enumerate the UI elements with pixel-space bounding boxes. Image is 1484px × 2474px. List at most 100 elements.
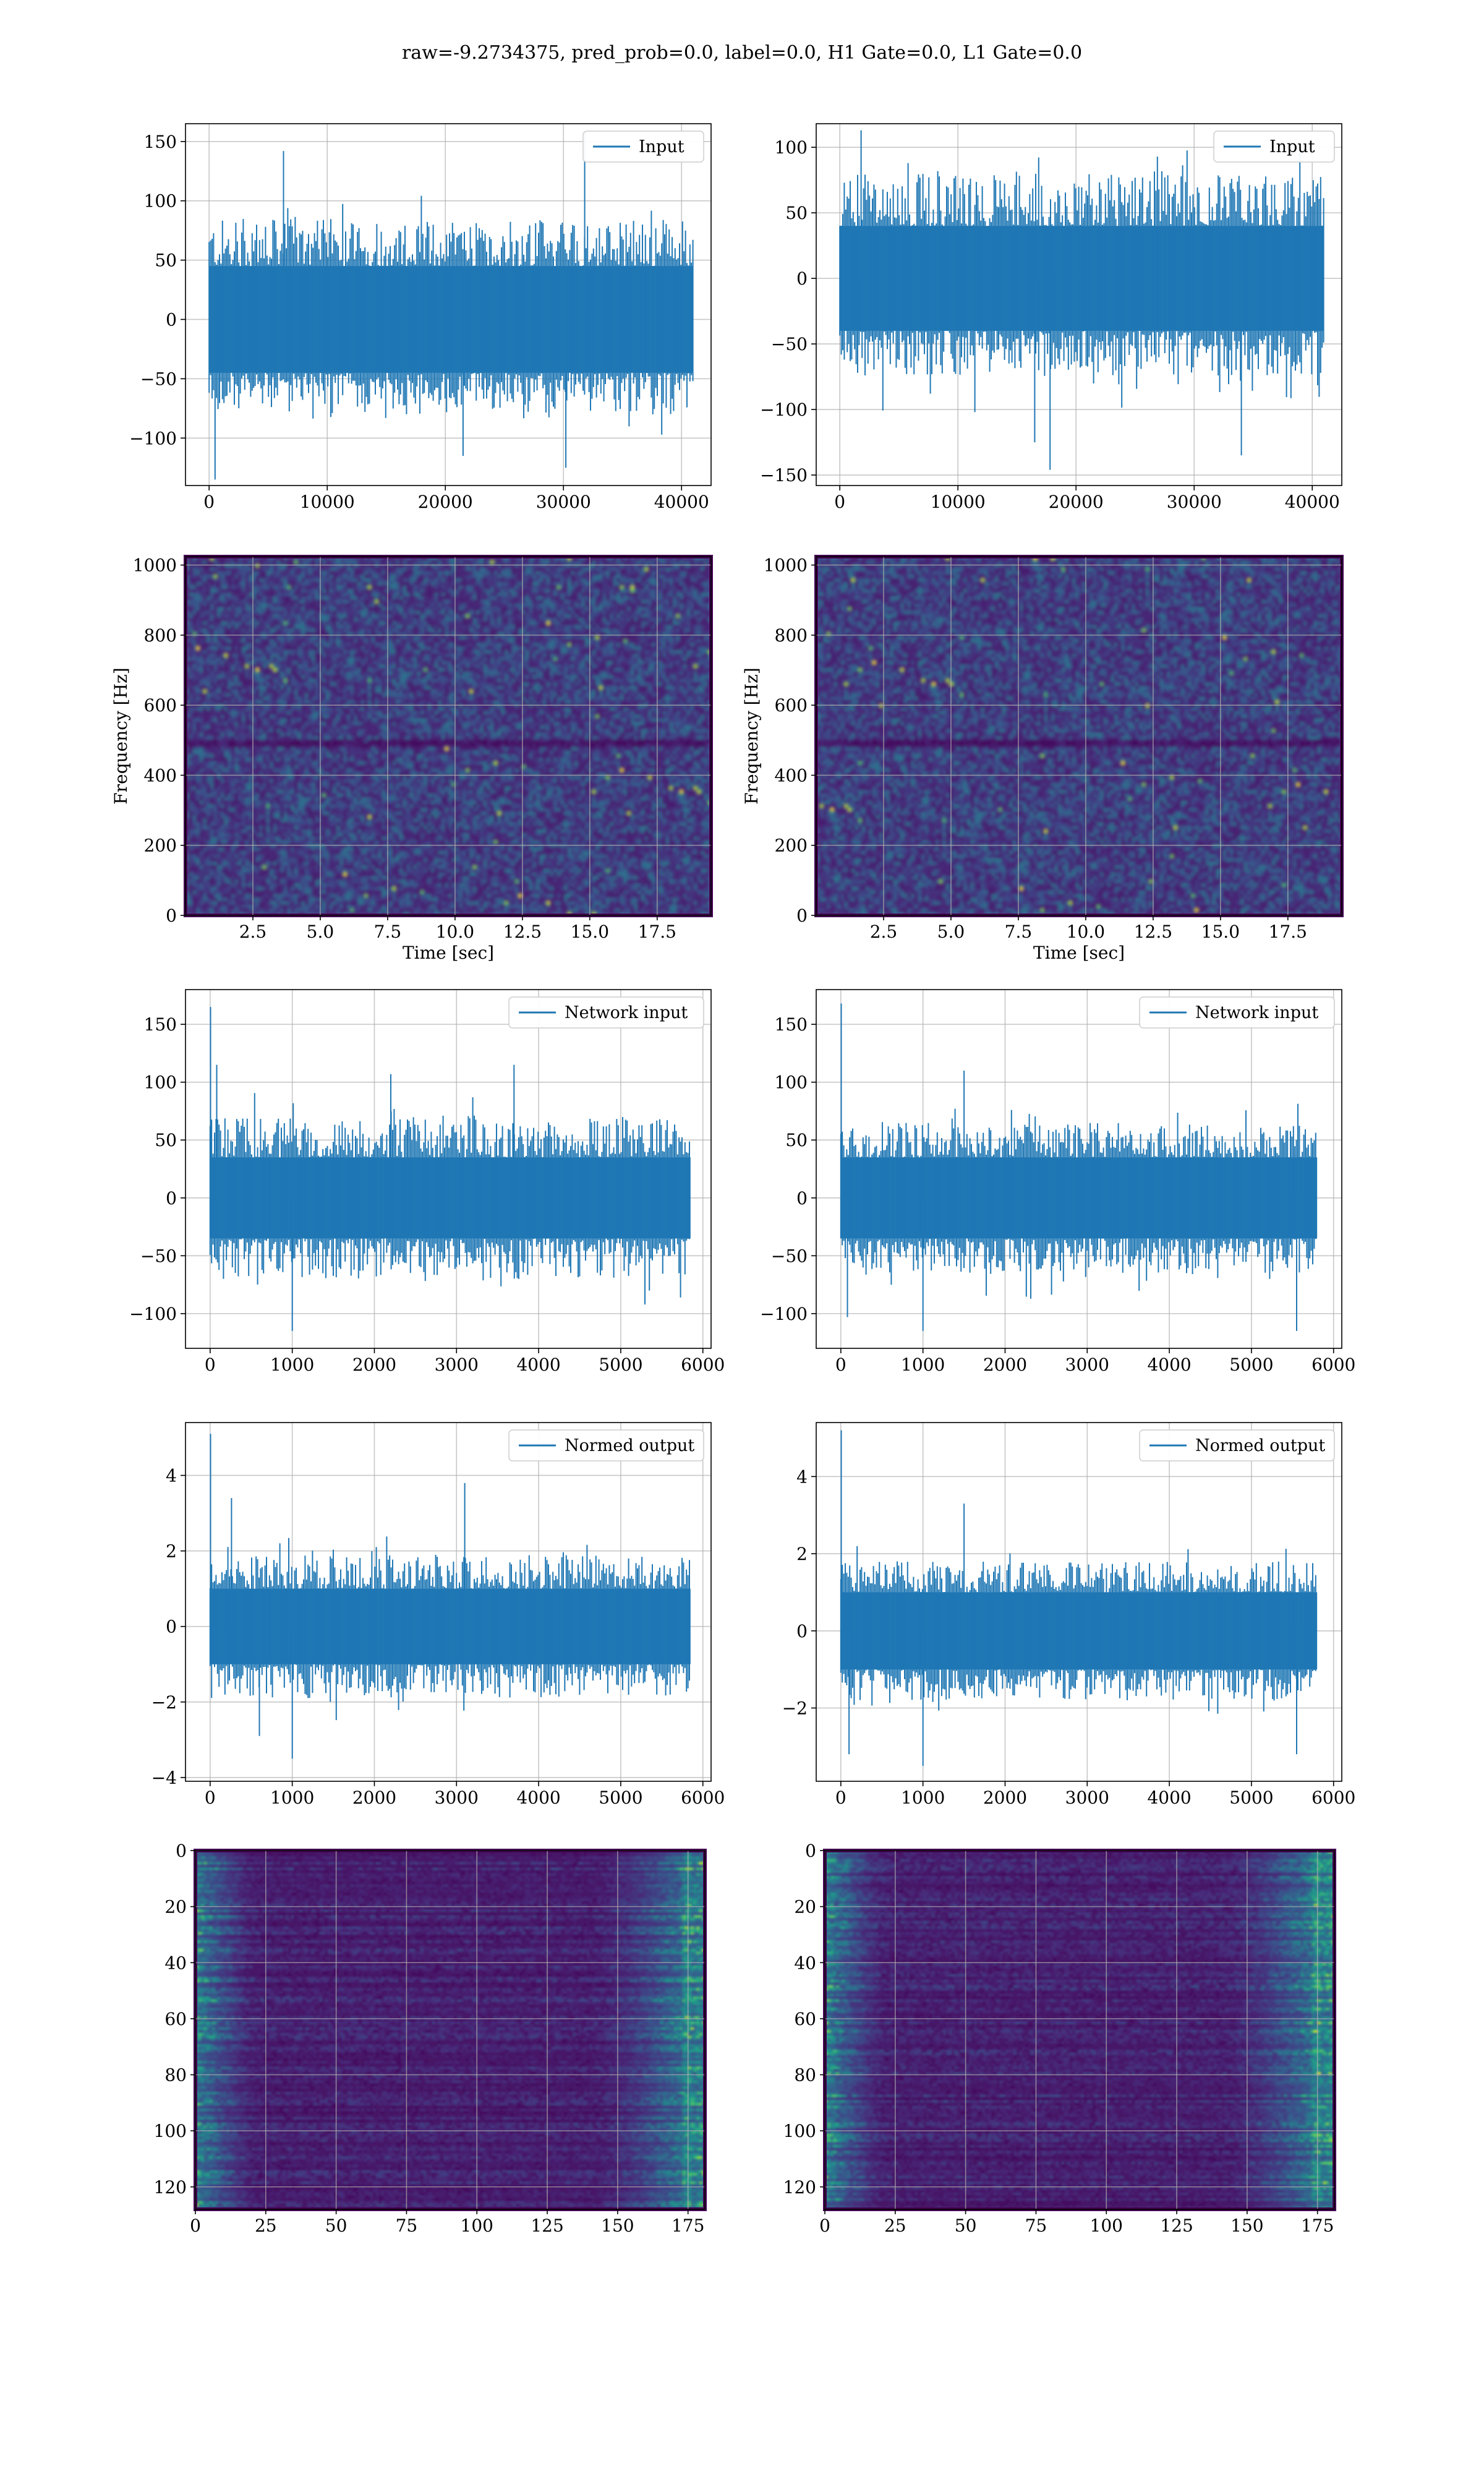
chart-row1-left: 0 10000 20000 30000 40000 −100 −50 0 50 100 150 Inp… bbox=[129, 123, 712, 512]
y-tick-label: 100 bbox=[144, 191, 177, 212]
chart-row5-right: 0 25 50 75 100 125 150 175 0 20 40 60 80 100 120 bbox=[783, 1841, 1336, 2236]
x-tick-label: 150 bbox=[1230, 2215, 1263, 2236]
x-tick-label: 4000 bbox=[1147, 1355, 1191, 1375]
x-tick-label: 6000 bbox=[681, 1355, 725, 1375]
x-tick-label: 3000 bbox=[435, 1355, 479, 1375]
y-tick-label: 2 bbox=[166, 1541, 177, 1562]
y-tick-label: −50 bbox=[140, 1246, 177, 1266]
y-tick-label: −100 bbox=[129, 428, 177, 448]
y-tick-label: −50 bbox=[140, 369, 177, 389]
x-tick-label: 10000 bbox=[300, 492, 355, 512]
y-axis-label: Frequency [Hz] bbox=[741, 667, 762, 804]
series-line bbox=[208, 132, 694, 480]
heatmap-image bbox=[816, 557, 1342, 915]
x-tick-label: 0 bbox=[835, 1355, 846, 1375]
x-tick-label: 20000 bbox=[418, 492, 473, 512]
y-tick-label: 400 bbox=[775, 765, 808, 785]
x-tick-label: 5000 bbox=[599, 1787, 642, 1808]
y-tick-label: 150 bbox=[775, 1014, 808, 1035]
x-tick-label: 3000 bbox=[435, 1787, 479, 1808]
x-tick-label: 175 bbox=[1301, 2215, 1334, 2236]
x-tick-label: 7.5 bbox=[374, 922, 402, 942]
x-tick-label: 75 bbox=[1025, 2215, 1047, 2236]
x-tick-label: 4000 bbox=[1147, 1787, 1191, 1808]
y-tick-label: 400 bbox=[144, 765, 177, 785]
axes-frame bbox=[816, 123, 1342, 486]
y-tick-label: −100 bbox=[129, 1304, 177, 1324]
y-tick-label: 120 bbox=[154, 2177, 187, 2198]
y-tick-label: −50 bbox=[771, 1246, 808, 1266]
y-tick-label: 50 bbox=[155, 250, 177, 271]
y-tick-label: 100 bbox=[144, 1072, 177, 1093]
x-tick-label: 1000 bbox=[901, 1787, 945, 1808]
y-tick-label: 40 bbox=[794, 1953, 816, 1973]
legend-label: Input bbox=[1269, 137, 1315, 156]
y-tick-label: 0 bbox=[166, 1188, 177, 1209]
x-tick-label: 25 bbox=[884, 2215, 906, 2236]
x-tick-label: 5000 bbox=[1229, 1787, 1273, 1808]
x-tick-label: 20000 bbox=[1049, 492, 1104, 512]
y-tick-label: 200 bbox=[144, 836, 177, 856]
x-tick-label: 17.5 bbox=[1269, 922, 1307, 942]
x-tick-label: 2000 bbox=[983, 1787, 1027, 1808]
y-tick-label: 4 bbox=[796, 1466, 808, 1487]
x-tick-label: 40000 bbox=[654, 492, 709, 512]
x-tick-label: 2.5 bbox=[870, 922, 898, 942]
x-axis-label: Time [sec] bbox=[1033, 943, 1125, 963]
y-tick-label: 0 bbox=[176, 1841, 187, 1861]
y-tick-label: 1000 bbox=[133, 555, 177, 576]
legend-label: Normed output bbox=[1195, 1436, 1325, 1455]
x-tick-label: 5000 bbox=[1229, 1355, 1273, 1375]
axes-frame bbox=[816, 1422, 1342, 1782]
y-tick-label: 800 bbox=[144, 625, 177, 646]
legend-box bbox=[508, 996, 704, 1029]
y-tick-label: 150 bbox=[144, 132, 177, 152]
legend-box bbox=[508, 1429, 704, 1462]
axes-frame bbox=[824, 1850, 1335, 2210]
y-tick-label: −4 bbox=[151, 1768, 177, 1788]
legend: Input bbox=[582, 131, 704, 163]
y-tick-label: 0 bbox=[796, 905, 808, 926]
x-tick-label: 175 bbox=[672, 2215, 704, 2236]
y-tick-label: 100 bbox=[775, 137, 808, 158]
y-tick-label: 600 bbox=[775, 695, 808, 716]
x-tick-label: 6000 bbox=[681, 1787, 725, 1808]
x-tick-label: 15.0 bbox=[1201, 922, 1240, 942]
x-tick-label: 1000 bbox=[901, 1355, 945, 1375]
y-tick-label: 0 bbox=[796, 1188, 808, 1209]
y-tick-label: −100 bbox=[760, 400, 808, 420]
y-tick-label: 100 bbox=[154, 2121, 187, 2141]
legend-box bbox=[1213, 131, 1335, 163]
x-tick-label: 10000 bbox=[931, 492, 986, 512]
chart-row3-right: 0 1000 2000 3000 4000 5000 6000 −100 −50 0 50 100 15… bbox=[760, 989, 1355, 1375]
y-tick-label: 50 bbox=[785, 203, 808, 223]
signal-band bbox=[840, 1592, 1318, 1670]
y-tick-label: 0 bbox=[166, 309, 177, 330]
x-tick-label: 15.0 bbox=[571, 922, 609, 942]
x-tick-label: 30000 bbox=[1167, 492, 1222, 512]
legend-box bbox=[1139, 1429, 1335, 1462]
series-line bbox=[209, 1007, 690, 1331]
x-tick-label: 6000 bbox=[1311, 1355, 1355, 1375]
x-tick-label: 0 bbox=[205, 1787, 216, 1808]
series-line bbox=[209, 1434, 690, 1759]
y-tick-label: 0 bbox=[805, 1841, 816, 1861]
x-tick-label: 0 bbox=[203, 492, 215, 512]
legend: Network input bbox=[508, 996, 704, 1029]
x-tick-label: 50 bbox=[955, 2215, 977, 2236]
heatmap-image bbox=[186, 557, 711, 915]
y-tick-label: 0 bbox=[166, 1617, 177, 1637]
x-tick-label: 75 bbox=[396, 2215, 418, 2236]
x-tick-label: 17.5 bbox=[638, 922, 676, 942]
figure-suptitle: raw=-9.2734375, pred_prob=0.0, label=0.0… bbox=[401, 42, 1083, 64]
y-tick-label: 80 bbox=[794, 2065, 816, 2086]
x-tick-label: 2000 bbox=[983, 1355, 1027, 1375]
chart-row4-left: 0 1000 2000 3000 4000 5000 6000 −4 −2 0 2 4 Normed o… bbox=[151, 1422, 725, 1808]
legend-box bbox=[582, 131, 704, 163]
axes-frame bbox=[185, 556, 712, 916]
x-tick-label: 100 bbox=[461, 2215, 493, 2236]
legend-label: Normed output bbox=[565, 1436, 694, 1455]
x-tick-label: 4000 bbox=[516, 1355, 560, 1375]
y-tick-label: 0 bbox=[796, 1621, 808, 1641]
